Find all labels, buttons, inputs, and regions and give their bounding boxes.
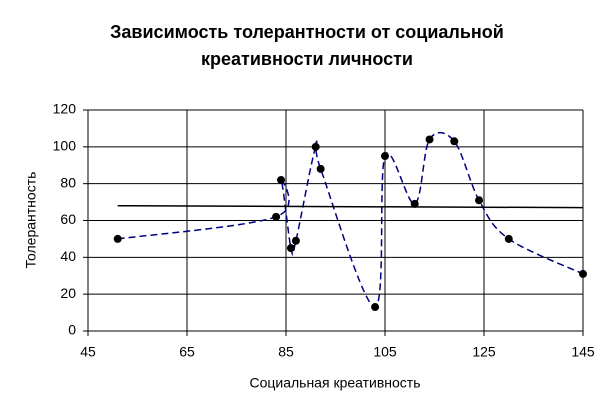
y-tick-label: 60 <box>60 211 76 227</box>
x-tick-label: 45 <box>80 344 96 360</box>
y-tick-label: 0 <box>68 322 76 338</box>
data-point <box>579 269 587 278</box>
y-tick-label: 20 <box>60 285 76 301</box>
data-point <box>504 234 513 243</box>
data-point <box>277 175 286 184</box>
y-tick-label: 40 <box>60 248 76 264</box>
data-point <box>316 164 325 173</box>
x-tick-label: 85 <box>278 344 294 360</box>
x-tick-label: 105 <box>373 344 397 360</box>
y-tick-label: 80 <box>60 174 76 190</box>
data-point <box>475 196 484 205</box>
y-tick-label: 100 <box>53 138 77 154</box>
y-axis-label: Толерантность <box>23 172 39 269</box>
x-tick-label: 145 <box>571 344 595 360</box>
data-point <box>425 135 434 144</box>
trend-line <box>117 205 584 209</box>
x-tick-label: 65 <box>179 344 195 360</box>
chart-title: креативности личности <box>201 49 413 69</box>
data-point <box>286 244 295 253</box>
data-point <box>410 199 419 208</box>
data-point <box>450 137 459 146</box>
data-point <box>371 303 380 312</box>
chart-title: Зависимость толерантности от социальной <box>110 22 504 42</box>
y-tick-label: 120 <box>53 101 77 117</box>
data-point <box>113 234 122 243</box>
data-point <box>311 142 320 151</box>
x-axis-label: Социальная креативность <box>249 375 420 391</box>
data-point <box>381 152 389 161</box>
data-point <box>272 212 281 221</box>
x-tick-label: 125 <box>472 344 496 360</box>
data-point <box>291 236 300 245</box>
